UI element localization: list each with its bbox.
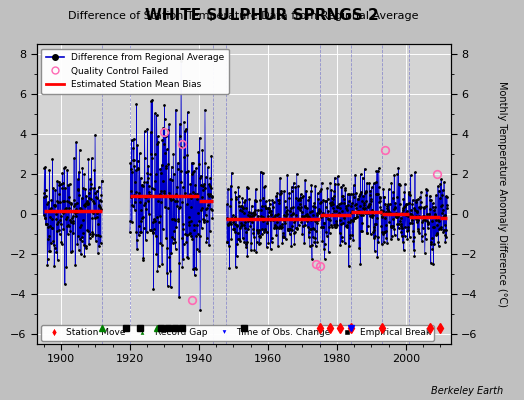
Title: Difference of Station Temperature Data from Regional Average: Difference of Station Temperature Data f… xyxy=(69,11,419,21)
Text: WHITE SULPHUR SPRNGS 2: WHITE SULPHUR SPRNGS 2 xyxy=(145,8,379,23)
Y-axis label: Monthly Temperature Anomaly Difference (°C): Monthly Temperature Anomaly Difference (… xyxy=(497,81,507,307)
Legend: Station Move, Record Gap, Time of Obs. Change, Empirical Break: Station Move, Record Gap, Time of Obs. C… xyxy=(41,325,434,341)
Text: Berkeley Earth: Berkeley Earth xyxy=(431,386,503,396)
